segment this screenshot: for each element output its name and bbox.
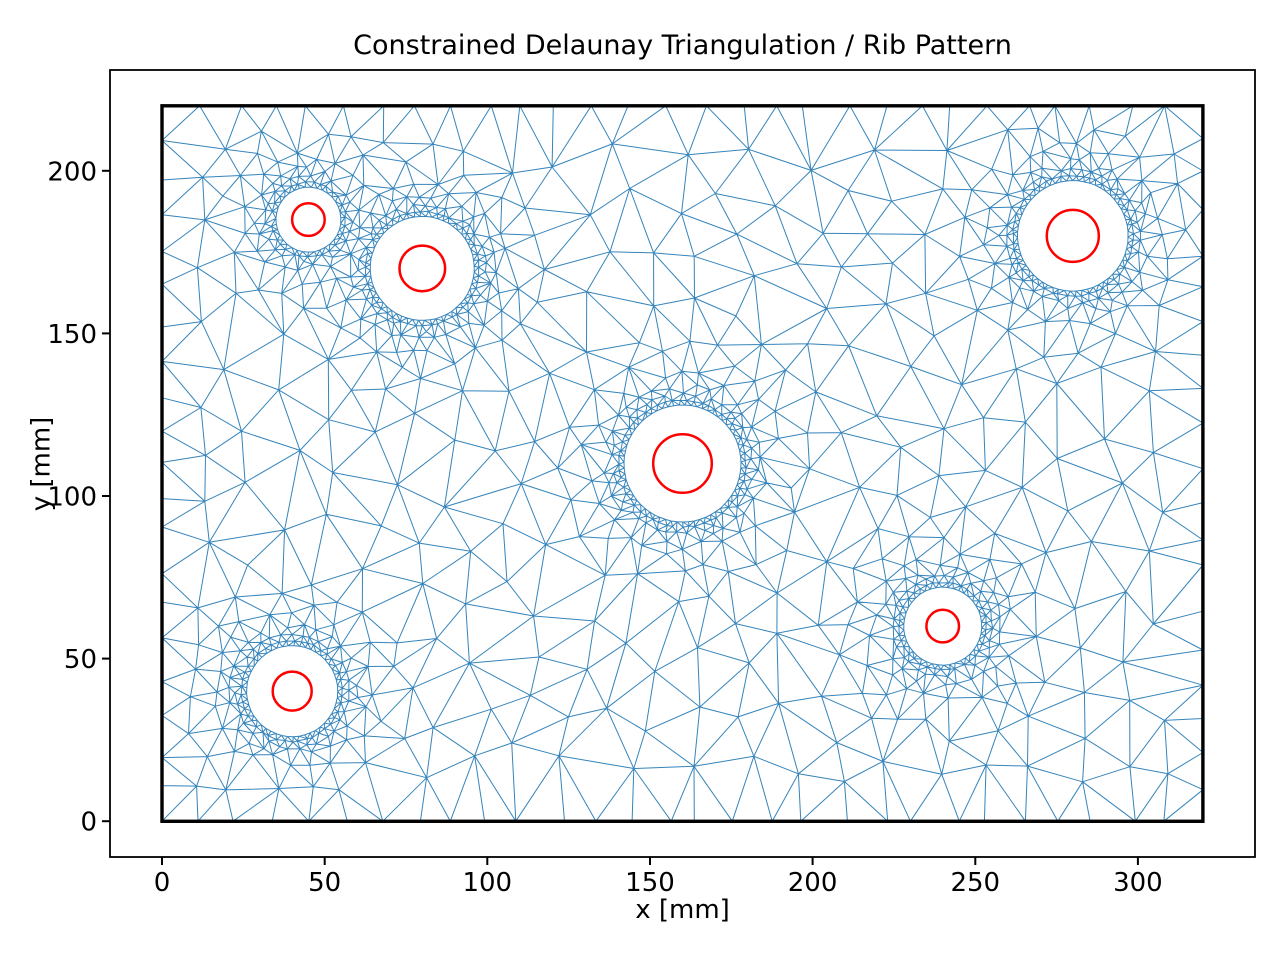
y-tick-label: 50 bbox=[64, 645, 97, 675]
x-tick-label: 100 bbox=[462, 868, 512, 898]
y-axis-label: y [mm] bbox=[26, 416, 57, 512]
triangulation-mesh bbox=[161, 105, 1204, 822]
rib-circle bbox=[398, 244, 447, 293]
plate-outline bbox=[160, 104, 1205, 824]
rib-circle bbox=[290, 202, 326, 238]
rib-circle bbox=[271, 670, 313, 712]
rib-circle bbox=[651, 432, 714, 495]
x-tick-label: 150 bbox=[625, 868, 675, 898]
x-tick-label: 50 bbox=[308, 868, 341, 898]
y-tick-label: 150 bbox=[47, 320, 97, 350]
x-tick-label: 250 bbox=[950, 868, 1000, 898]
x-tick-label: 200 bbox=[788, 868, 838, 898]
y-tick-label: 200 bbox=[47, 157, 97, 187]
axes-spines bbox=[109, 69, 1256, 858]
x-tick-label: 300 bbox=[1113, 868, 1163, 898]
rib-circle bbox=[925, 608, 961, 644]
x-tick-label: 0 bbox=[154, 868, 171, 898]
x-axis-label: x [mm] bbox=[635, 895, 730, 925]
rib-circle bbox=[1045, 208, 1101, 264]
chart-title: Constrained Delaunay Triangulation / Rib… bbox=[353, 30, 1012, 61]
y-tick-label: 100 bbox=[47, 483, 97, 513]
y-tick-label: 0 bbox=[80, 808, 97, 838]
